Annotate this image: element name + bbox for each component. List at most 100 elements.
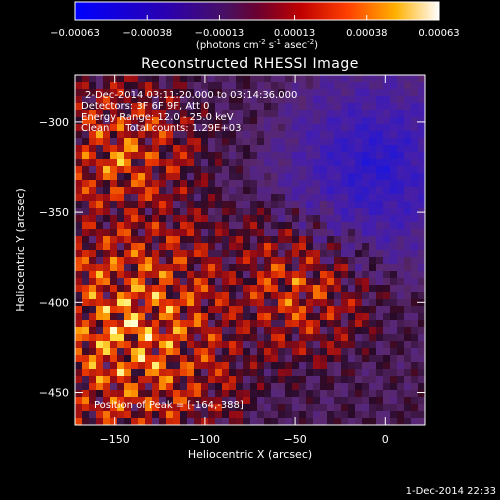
heatmap-cell: [250, 411, 258, 419]
heatmap-cell: [243, 208, 251, 216]
heatmap-cell: [376, 257, 384, 265]
heatmap-cell: [285, 215, 293, 223]
heatmap-cell: [180, 341, 188, 349]
heatmap-cell: [82, 96, 90, 104]
heatmap-cell: [243, 222, 251, 230]
heatmap-cell: [89, 194, 97, 202]
heatmap-cell: [243, 159, 251, 167]
heatmap-cell: [383, 208, 391, 216]
heatmap-cell: [145, 110, 153, 118]
heatmap-cell: [369, 348, 377, 356]
heatmap-cell: [285, 257, 293, 265]
heatmap-cell: [320, 320, 328, 328]
heatmap-cell: [124, 131, 132, 139]
heatmap-cell: [159, 362, 167, 370]
heatmap-cell: [166, 341, 174, 349]
heatmap-cell: [355, 236, 363, 244]
heatmap-cell: [383, 138, 391, 146]
heatmap-cell: [369, 299, 377, 307]
heatmap-cell: [103, 418, 111, 426]
heatmap-cell: [201, 334, 209, 342]
heatmap-cell: [75, 222, 83, 230]
heatmap-cell: [75, 82, 83, 90]
heatmap-cell: [103, 145, 111, 153]
heatmap-cell: [173, 96, 181, 104]
heatmap-cell: [313, 201, 321, 209]
heatmap-cell: [292, 222, 300, 230]
heatmap-cell: [404, 236, 412, 244]
heatmap-cell: [180, 383, 188, 391]
heatmap-cell: [257, 264, 265, 272]
heatmap-cell: [362, 278, 370, 286]
heatmap-cell: [404, 278, 412, 286]
heatmap-cell: [222, 117, 230, 125]
heatmap-cell: [229, 348, 237, 356]
heatmap-cell: [306, 243, 314, 251]
heatmap-cell: [285, 411, 293, 419]
heatmap-cell: [390, 257, 398, 265]
heatmap-cell: [411, 285, 419, 293]
heatmap-cell: [201, 397, 209, 405]
heatmap-cell: [215, 334, 223, 342]
heatmap-cell: [299, 285, 307, 293]
heatmap-cell: [110, 264, 118, 272]
heatmap-cell: [110, 362, 118, 370]
heatmap-cell: [82, 341, 90, 349]
heatmap-cell: [292, 355, 300, 363]
heatmap-cell: [89, 376, 97, 384]
heatmap-cell: [327, 103, 335, 111]
heatmap-cell: [124, 222, 132, 230]
heatmap-cell: [341, 341, 349, 349]
heatmap-cell: [187, 194, 195, 202]
heatmap-cell: [166, 271, 174, 279]
heatmap-cell: [355, 124, 363, 132]
heatmap-cell: [355, 404, 363, 412]
heatmap-cell: [250, 201, 258, 209]
heatmap-cell: [250, 166, 258, 174]
heatmap-cell: [362, 138, 370, 146]
heatmap-cell: [257, 285, 265, 293]
heatmap-cell: [257, 222, 265, 230]
heatmap-cell: [208, 411, 216, 419]
heatmap-cell: [264, 411, 272, 419]
heatmap-cell: [390, 89, 398, 97]
heatmap-cell: [320, 369, 328, 377]
heatmap-cell: [271, 96, 279, 104]
heatmap-cell: [355, 229, 363, 237]
heatmap-cell: [390, 362, 398, 370]
heatmap-cell: [341, 306, 349, 314]
heatmap-cell: [313, 222, 321, 230]
heatmap-cell: [278, 369, 286, 377]
heatmap-cell: [110, 145, 118, 153]
heatmap-cell: [222, 362, 230, 370]
heatmap-cell: [180, 264, 188, 272]
heatmap-cell: [201, 229, 209, 237]
heatmap-cell: [327, 264, 335, 272]
heatmap-cell: [348, 194, 356, 202]
heatmap-cell: [341, 348, 349, 356]
heatmap-cell: [264, 131, 272, 139]
heatmap-cell: [404, 215, 412, 223]
heatmap-cell: [201, 82, 209, 90]
heatmap-cell: [327, 166, 335, 174]
heatmap-cell: [145, 278, 153, 286]
heatmap-cell: [229, 166, 237, 174]
heatmap-cell: [96, 404, 104, 412]
heatmap-cell: [355, 355, 363, 363]
heatmap-cell: [376, 208, 384, 216]
heatmap-cell: [411, 194, 419, 202]
heatmap-cell: [145, 271, 153, 279]
heatmap-cell: [166, 264, 174, 272]
heatmap-cell: [75, 110, 83, 118]
heatmap-cell: [271, 404, 279, 412]
heatmap-cell: [103, 411, 111, 419]
heatmap-cell: [376, 327, 384, 335]
heatmap-cell: [173, 362, 181, 370]
heatmap-cell: [362, 229, 370, 237]
heatmap-cell: [327, 152, 335, 160]
heatmap-cell: [285, 103, 293, 111]
heatmap-cell: [131, 131, 139, 139]
heatmap-cell: [341, 299, 349, 307]
heatmap-cell: [96, 397, 104, 405]
heatmap-cell: [222, 82, 230, 90]
